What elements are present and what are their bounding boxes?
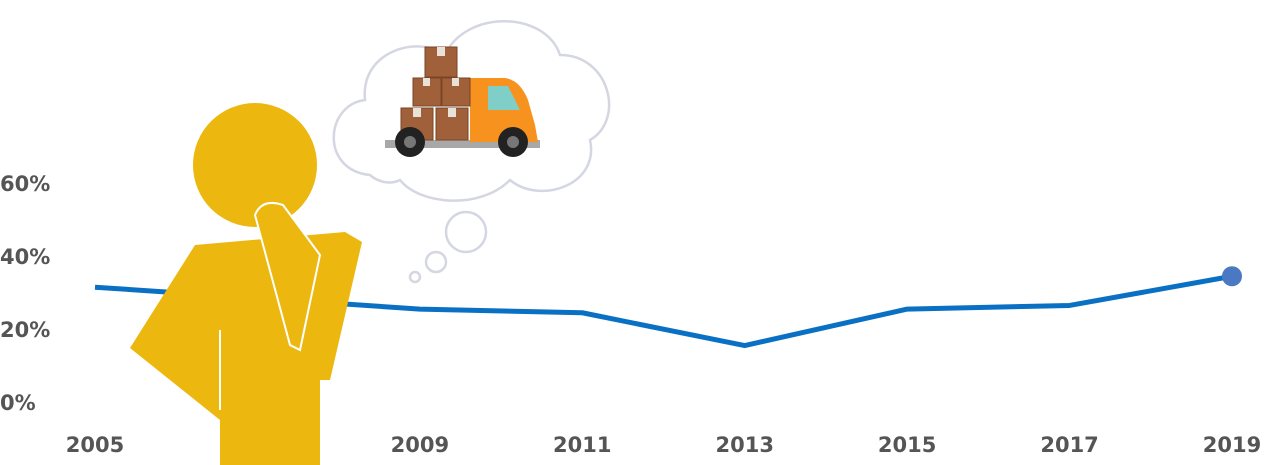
x-tick-label: 2005: [66, 433, 124, 457]
thought-cloud: [334, 21, 609, 282]
x-tick-label: 2019: [1203, 433, 1261, 457]
y-tick-label: 40%: [0, 245, 50, 269]
x-tick-label: 2015: [878, 433, 936, 457]
thinking-figure: [130, 21, 609, 465]
person: [130, 103, 362, 465]
x-tick-label: 2009: [391, 433, 449, 457]
y-tick-label: 60%: [0, 172, 50, 196]
x-tick-label: 2013: [715, 433, 773, 457]
y-tick-label: 20%: [0, 318, 50, 342]
x-tick-label: 2011: [553, 433, 611, 457]
chart: 0% 20% 40% 60% 2005 2009 2011 2013 2015 2017 2019: [0, 0, 1274, 465]
y-tick-label: 0%: [0, 391, 36, 415]
x-tick-label: 2017: [1040, 433, 1098, 457]
end-marker: [1222, 266, 1242, 286]
